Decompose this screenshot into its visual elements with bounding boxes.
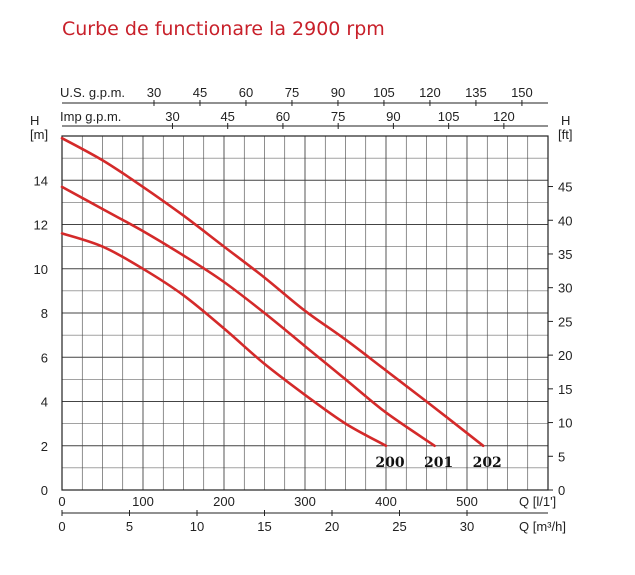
x-tick-imp: 120 bbox=[493, 109, 515, 124]
y-tick-ft: 0 bbox=[558, 483, 565, 498]
curve-label-202: 202 bbox=[473, 455, 502, 471]
y-tick-m: 8 bbox=[41, 306, 48, 321]
x-tick-lmin: 200 bbox=[213, 494, 235, 509]
curve-label-201: 201 bbox=[424, 455, 453, 471]
x-tick-us: 75 bbox=[285, 85, 299, 100]
series-labels: 200 201 202 bbox=[375, 455, 501, 471]
y-tick-ft: 35 bbox=[558, 247, 572, 262]
y-left-label: H bbox=[30, 113, 39, 128]
y-tick-ft: 45 bbox=[558, 180, 572, 195]
y-tick-ft: 20 bbox=[558, 348, 572, 363]
x-tick-us: 60 bbox=[239, 85, 253, 100]
x-primary-label: Q [l/1'] bbox=[519, 494, 556, 509]
x-tick-lmin: 300 bbox=[294, 494, 316, 509]
x-tick-m3h: 30 bbox=[460, 519, 474, 534]
x-tick-lmin: 0 bbox=[58, 494, 65, 509]
x-tick-us: 150 bbox=[511, 85, 533, 100]
y-tick-ft: 25 bbox=[558, 314, 572, 329]
y-tick-ft: 30 bbox=[558, 281, 572, 296]
y-right-label: H bbox=[561, 113, 570, 128]
y-tick-ft: 40 bbox=[558, 213, 572, 228]
x-tick-lmin: 500 bbox=[456, 494, 478, 509]
curve-201 bbox=[60, 185, 436, 448]
y-left-unit: [m] bbox=[30, 127, 48, 142]
curve-200 bbox=[60, 232, 388, 448]
y-tick-m: 10 bbox=[34, 262, 48, 277]
x-tick-m3h: 10 bbox=[190, 519, 204, 534]
us-gpm-label: U.S. g.p.m. bbox=[60, 85, 125, 100]
x-tick-m3h: 15 bbox=[257, 519, 271, 534]
y-tick-ft: 5 bbox=[558, 449, 565, 464]
x-secondary-label: Q [m³/h] bbox=[519, 519, 566, 534]
y-tick-m: 12 bbox=[34, 218, 48, 233]
x-tick-us: 45 bbox=[193, 85, 207, 100]
y-right-unit: [ft] bbox=[558, 127, 572, 142]
y-tick-m: 14 bbox=[34, 173, 48, 188]
x-tick-m3h: 0 bbox=[58, 519, 65, 534]
series-layer bbox=[60, 136, 485, 448]
x-tick-us: 90 bbox=[331, 85, 345, 100]
y-tick-m: 4 bbox=[41, 395, 48, 410]
x-tick-imp: 75 bbox=[331, 109, 345, 124]
x-tick-m3h: 20 bbox=[325, 519, 339, 534]
x-tick-m3h: 25 bbox=[392, 519, 406, 534]
y-tick-m: 6 bbox=[41, 350, 48, 365]
x-tick-m3h: 5 bbox=[126, 519, 133, 534]
y-tick-m: 0 bbox=[41, 483, 48, 498]
y-tick-ft: 10 bbox=[558, 416, 572, 431]
grid bbox=[61, 135, 549, 491]
x-tick-us: 135 bbox=[465, 85, 487, 100]
y-tick-m: 2 bbox=[41, 439, 48, 454]
imp-gpm-label: Imp g.p.m. bbox=[60, 109, 121, 124]
x-tick-us: 120 bbox=[419, 85, 441, 100]
x-tick-imp: 90 bbox=[386, 109, 400, 124]
x-tick-imp: 45 bbox=[220, 109, 234, 124]
x-tick-lmin: 400 bbox=[375, 494, 397, 509]
x-tick-imp: 105 bbox=[438, 109, 460, 124]
chart-title: Curbe de functionare la 2900 rpm bbox=[62, 18, 385, 40]
x-tick-us: 30 bbox=[147, 85, 161, 100]
x-tick-lmin: 100 bbox=[132, 494, 154, 509]
y-tick-ft: 15 bbox=[558, 382, 572, 397]
x-tick-us: 105 bbox=[373, 85, 395, 100]
x-tick-imp: 30 bbox=[165, 109, 179, 124]
x-tick-imp: 60 bbox=[276, 109, 290, 124]
curve-202 bbox=[60, 136, 485, 448]
curve-label-200: 200 bbox=[375, 455, 404, 471]
plot-frame bbox=[61, 135, 549, 491]
